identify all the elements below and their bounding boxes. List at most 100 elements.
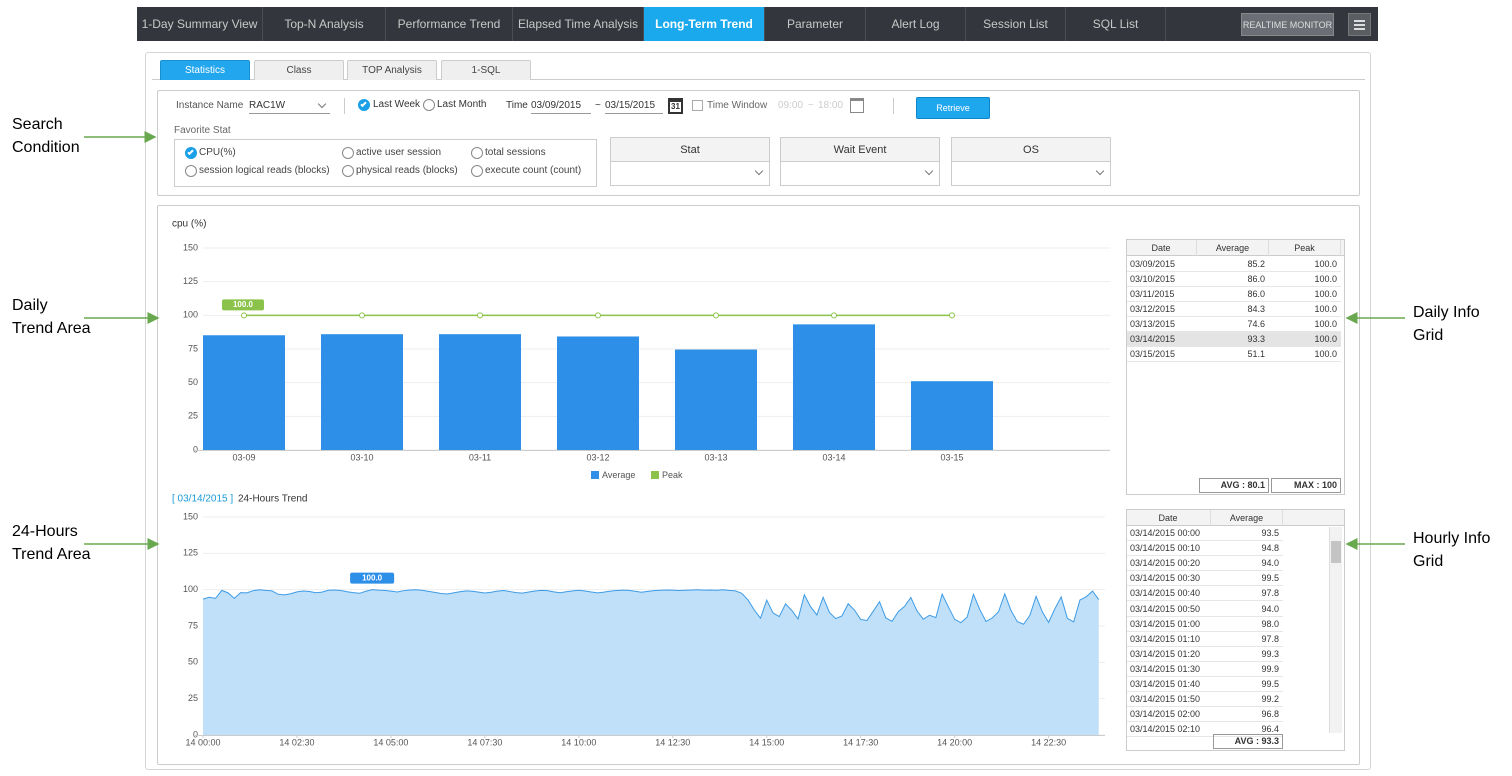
grid-cell: 03/14/2015 00:50 [1130,603,1201,614]
radio[interactable] [185,147,197,159]
label: 18:00 [818,100,844,111]
grid-row [1127,707,1283,723]
nav-tab[interactable]: Top-N Analysis [263,7,386,41]
grid-cell: 03/14/2015 [1130,334,1176,344]
annotation: Condition [12,139,80,156]
grid-cell: 03/14/2015 01:10 [1130,633,1201,644]
grid-cell: 93.5 [1261,528,1279,538]
nav-tab[interactable]: Session List [966,7,1066,41]
nav-tab[interactable]: Long-Term Trend [644,7,765,41]
grid-row [1127,617,1283,632]
nav-tab[interactable]: Parameter [765,7,866,41]
grid-cell: 74.6 [1247,319,1265,329]
label: session logical reads (blocks) [199,165,330,176]
label: Instance Name [176,100,244,111]
grid-footer: MAX : 100 [1271,478,1341,493]
grid-cell: 03/14/2015 00:00 [1130,528,1201,538]
grid-cell: 100.0 [1314,274,1337,284]
time-icon[interactable] [850,98,864,113]
grid-cell: 93.3 [1247,334,1265,344]
label: CPU(%) [199,147,236,158]
radio[interactable] [471,147,483,159]
grid-cell: 99.2 [1261,694,1279,705]
sub-tab[interactable]: TOP Analysis [347,60,437,80]
radio[interactable] [342,165,354,177]
annotation: Grid [1413,553,1444,570]
grid-cell: 03/14/2015 01:00 [1130,618,1201,629]
grid-header: Date [1126,510,1211,526]
radio[interactable] [185,165,197,177]
grid-cell: 96.4 [1261,724,1279,735]
radio[interactable] [358,99,370,111]
label: total sessions [485,147,546,158]
radio[interactable] [342,147,354,159]
grid-cell: 03/12/2015 [1130,304,1176,314]
label: ~ [808,100,814,111]
search-box [157,90,1360,196]
date-input[interactable]: 03/09/2015 [531,99,591,114]
grid-header: Peak [1269,240,1341,256]
label: 09:00 [778,100,804,111]
nav-tab[interactable]: Alert Log [866,7,966,41]
label: physical reads (blocks) [356,165,458,176]
nav-tab[interactable]: 1-Day Summary View [137,7,263,41]
grid-cell: 99.5 [1261,573,1279,584]
grid-cell: 96.8 [1261,709,1279,720]
grid-row [1127,647,1283,662]
grid-cell: 03/14/2015 00:20 [1130,558,1201,569]
grid-cell: 97.8 [1261,633,1279,644]
calendar-icon[interactable]: 31 [668,98,683,114]
grid-cell: 100.0 [1314,334,1337,344]
sub-tab[interactable]: Statistics [160,60,250,80]
annotation: Hourly Info [1413,530,1491,547]
grid-cell: 03/10/2015 [1130,274,1176,284]
grid-row [1127,541,1283,557]
main-panel [145,52,1371,770]
selector-header: OS [952,138,1110,162]
grid [1126,239,1345,495]
sub-tab[interactable]: Class [254,60,344,80]
nav-tab[interactable]: Elapsed Time Analysis [513,7,644,41]
instance-select[interactable]: RAC1W [249,99,330,114]
grid-footer: AVG : 80.1 [1199,478,1269,493]
label: execute count (count) [485,165,582,176]
grid-cell: 94.8 [1261,543,1279,554]
radio[interactable] [423,99,435,111]
selector-header: Stat [611,138,769,162]
grid-footer: AVG : 93.3 [1213,734,1283,749]
grid-cell: 85.2 [1247,259,1265,269]
scroll-thumb[interactable] [1331,541,1341,563]
sub-tab[interactable]: 1-SQL [441,60,531,80]
grid [1126,509,1345,751]
realtime-button[interactable]: REALTIME MONITOR [1241,13,1334,36]
nav-tab[interactable]: Performance Trend [386,7,513,41]
retrieve-button[interactable]: Retrieve [916,97,990,119]
grid-row [1127,632,1283,647]
menu-button[interactable] [1348,13,1371,36]
menu-line [1354,28,1365,30]
grid-cell: 03/14/2015 01:40 [1130,679,1201,689]
label: Favorite Stat [174,125,231,136]
label: Last Month [437,99,487,110]
sub-tab-line [152,79,1365,80]
grid-cell: 86.0 [1247,289,1265,299]
scrollbar[interactable] [1329,527,1342,733]
nav-tab[interactable]: SQL List [1066,7,1166,41]
annotation: Daily Info [1413,304,1480,321]
date-input[interactable]: 03/15/2015 [605,99,663,114]
checkbox[interactable] [692,100,703,111]
label: active user session [356,147,442,158]
grid-cell: 03/15/2015 [1130,349,1176,359]
grid-row [1127,347,1341,362]
grid-row [1127,602,1283,617]
selector-header: Wait Event [781,138,939,162]
grid-row [1127,586,1283,602]
grid-row [1127,332,1341,347]
radio[interactable] [471,165,483,177]
grid-row [1127,287,1341,302]
chart-box [157,205,1360,765]
grid-cell: 99.5 [1261,679,1279,689]
grid-cell: 03/14/2015 01:20 [1130,648,1201,659]
grid-cell: 03/13/2015 [1130,319,1176,329]
